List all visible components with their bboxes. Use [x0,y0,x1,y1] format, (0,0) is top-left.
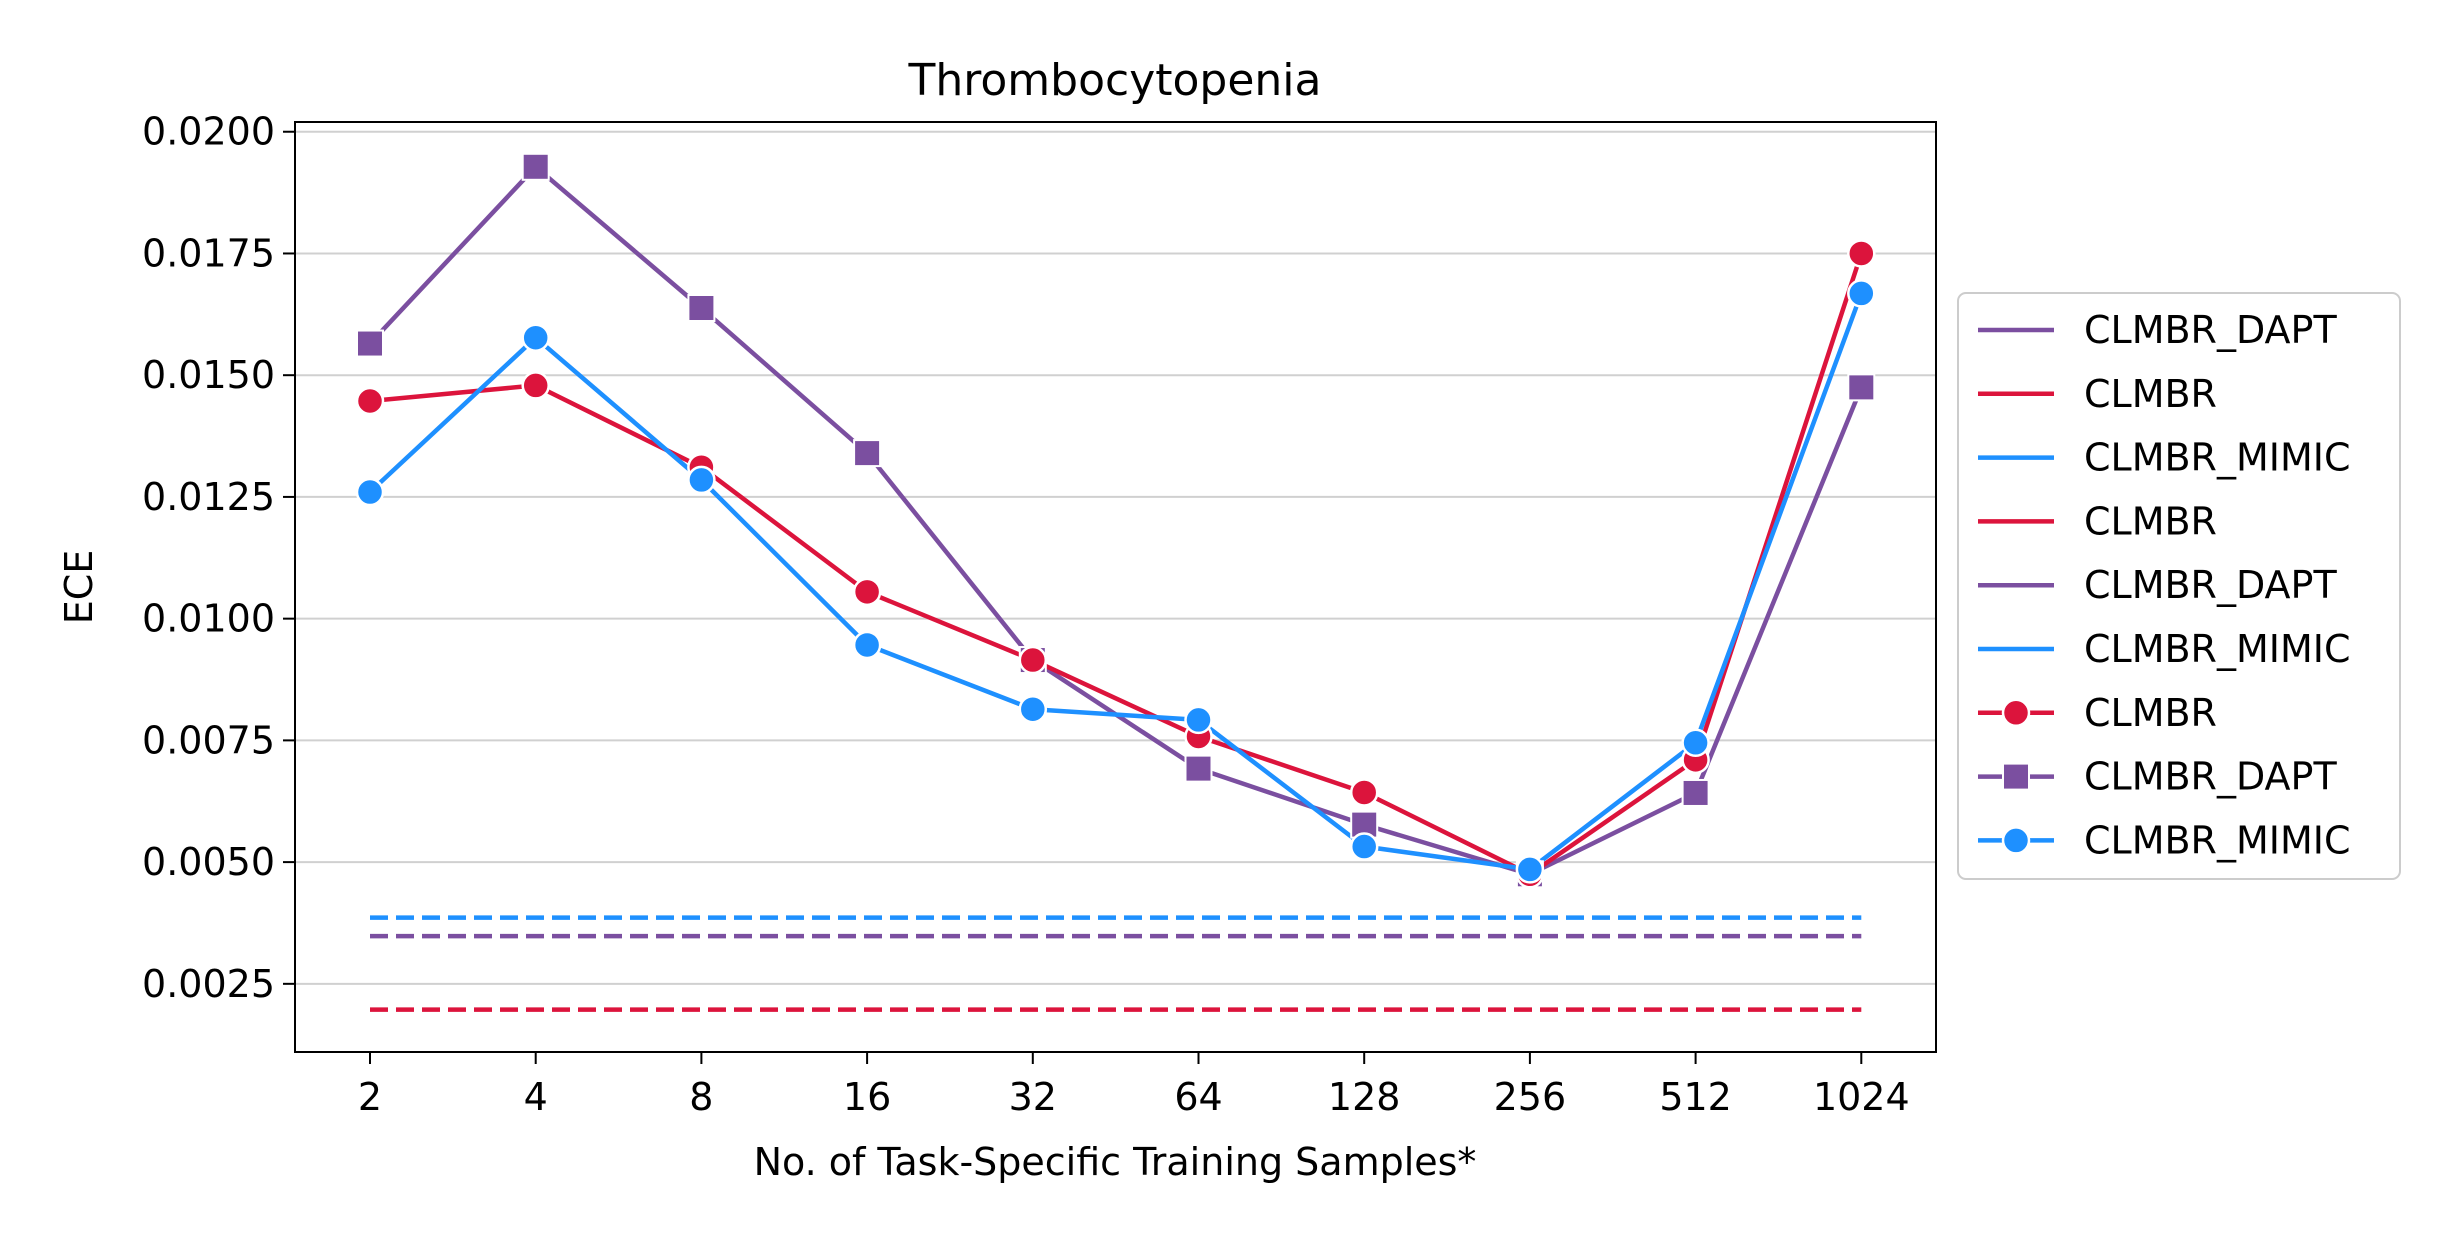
legend-label: CLMBR [2084,499,2217,543]
plot-frame [294,121,1937,1053]
y-axis-label: ECE [57,550,101,625]
x-axis-label: No. of Task-Specific Training Samples* [754,1140,1477,1184]
legend-label: CLMBR_DAPT [2084,755,2337,799]
data-point-clmbr-mimic [1349,832,1379,861]
data-point-clmbr-mimic [521,323,550,352]
series-line-clmbr [369,252,1864,877]
y-axis-ticks: 0.0025 0.0050 0.0075 0.0100 0.0125 0.0150 0.01… [142,110,295,1006]
x-tick-label: 2 [358,1075,382,1119]
data-point-clmbr-dapt [853,439,882,468]
data-point-clmbr-mimic [1847,279,1876,308]
series-line-clmbr-mimic [368,292,1864,872]
x-tick-label: 32 [1009,1075,1057,1119]
chart-title: Thrombocytopenia [908,55,1322,106]
legend-label: CLMBR_MIMIC [2084,818,2350,862]
data-point-clmbr-mimic [687,465,716,495]
x-tick-label: 64 [1174,1075,1222,1119]
data-point-clmbr-mimic [1681,728,1710,758]
data-point-clmbr-dapt [1184,754,1213,783]
data-point-clmbr [1349,778,1379,807]
data-point-clmbr [521,371,550,400]
data-point-clmbr-dapt [1847,373,1876,402]
y-tick-label: 0.0150 [142,353,275,397]
data-point-clmbr-mimic [1515,855,1545,884]
y-tick-label: 0.0125 [142,475,275,519]
data-point-clmbr-mimic [852,630,882,660]
legend-marker-clmbr-mimic [2001,826,2031,855]
y-tick-label: 0.0100 [142,597,275,641]
y-tick-label: 0.0075 [142,718,275,762]
legend-marker-clmbr [2001,698,2031,728]
grid-lines [295,130,1936,985]
legend-label: CLMBR_MIMIC [2084,627,2350,671]
legend-items: CLMBR_DAPT CLMBR CLMBR_MIMIC CLMBR CLMBR_DAP… [1978,308,2350,862]
x-tick-label: 16 [843,1075,891,1119]
data-point-clmbr-mimic [1184,705,1213,735]
y-tick-label: 0.0025 [142,962,275,1006]
legend-label: CLMBR_DAPT [2084,308,2337,352]
x-tick-label: 4 [524,1075,548,1119]
legend-label: CLMBR [2084,372,2217,416]
data-point-clmbr-dapt [521,152,550,181]
data-point-clmbr-dapt [687,294,716,322]
x-tick-label: 128 [1328,1075,1401,1119]
y-tick-label: 0.0050 [142,840,275,884]
data-point-clmbr [852,577,882,607]
data-point-clmbr [1018,645,1048,675]
legend-label: CLMBR [2084,691,2217,735]
legend-marker-clmbr-dapt [2002,762,2030,791]
data-point-clmbr-mimic [1018,694,1048,724]
data-point-clmbr-dapt [356,329,384,358]
legend-label: CLMBR_MIMIC [2084,436,2350,480]
legend-label: CLMBR_DAPT [2084,563,2337,607]
x-tick-label: 512 [1659,1075,1732,1119]
x-tick-label: 8 [689,1075,713,1119]
x-tick-label: 256 [1494,1075,1567,1119]
data-point-clmbr [355,386,385,416]
legend: CLMBR_DAPT CLMBR CLMBR_MIMIC CLMBR CLMBR_DAP… [1957,292,2401,880]
baseline-lines [370,915,1862,1012]
x-tick-label: 1024 [1813,1075,1910,1119]
legend-box [1957,292,2401,880]
data-point-clmbr [1847,239,1876,268]
y-tick-label: 0.0175 [142,231,275,275]
y-tick-label: 0.0200 [142,110,275,154]
x-axis-ticks: 2 4 8 16 32 64 128 256 512 1024 [358,1052,1910,1119]
series-lines [355,152,1876,889]
data-point-clmbr-dapt [1681,778,1710,807]
data-point-clmbr-mimic [355,477,385,507]
